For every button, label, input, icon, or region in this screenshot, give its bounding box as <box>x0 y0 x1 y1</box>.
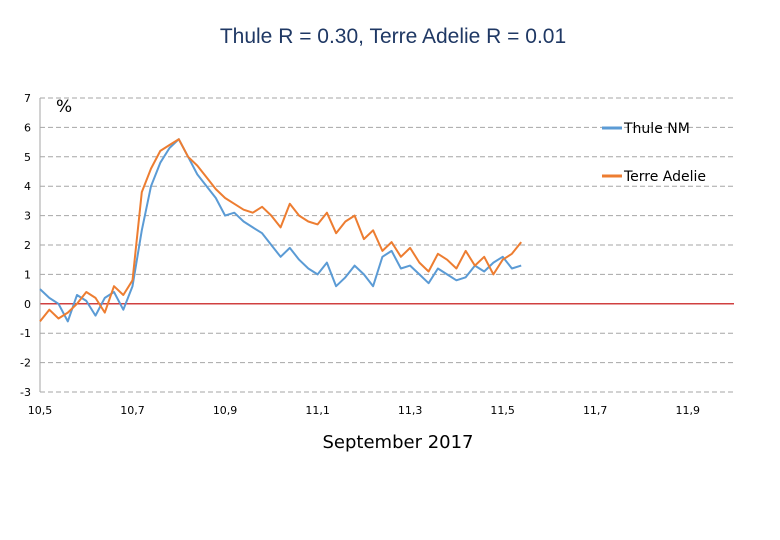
x-axis-label: September 2017 <box>322 432 473 453</box>
x-tick-label: 11,9 <box>675 404 700 417</box>
y-axis-ticks: 7 6 5 4 3 2 1 0 -1 -2 -3 <box>20 92 31 399</box>
y-tick-label: 2 <box>24 239 31 252</box>
y-tick-label: 3 <box>24 210 31 223</box>
gridlines <box>40 97 734 393</box>
x-tick-label: 10,5 <box>28 404 53 417</box>
y-tick-label: -1 <box>20 327 31 340</box>
x-tick-label: 10,9 <box>213 404 238 417</box>
x-tick-label: 10,7 <box>120 404 145 417</box>
y-tick-label: 1 <box>24 268 31 281</box>
x-tick-label: 11,5 <box>490 404 515 417</box>
y-tick-label: -3 <box>20 386 31 399</box>
y-unit-label: % <box>56 97 72 117</box>
y-tick-label: 6 <box>24 121 31 134</box>
y-tick-label: -2 <box>20 357 31 370</box>
series-line-terre-adelie <box>39 138 522 323</box>
y-tick-label: 7 <box>24 92 31 105</box>
y-tick-label: 0 <box>24 298 31 311</box>
x-tick-label: 11,7 <box>583 404 608 417</box>
series-line-thule-nm <box>39 138 522 323</box>
x-tick-label: 11,1 <box>305 404 330 417</box>
x-axis-ticks: 10,5 10,7 10,9 11,1 11,3 11,5 11,7 11,9 <box>28 404 700 417</box>
x-tick-label: 11,3 <box>398 404 423 417</box>
chart-title: Thule R = 0.30, Terre Adelie R = 0.01 <box>220 25 566 48</box>
legend: Thule NM Terre Adelie <box>602 121 706 185</box>
legend-label: Thule NM <box>623 121 690 137</box>
y-tick-label: 5 <box>24 151 31 164</box>
series <box>39 138 522 323</box>
legend-label: Terre Adelie <box>623 169 706 185</box>
y-tick-label: 4 <box>24 180 31 193</box>
